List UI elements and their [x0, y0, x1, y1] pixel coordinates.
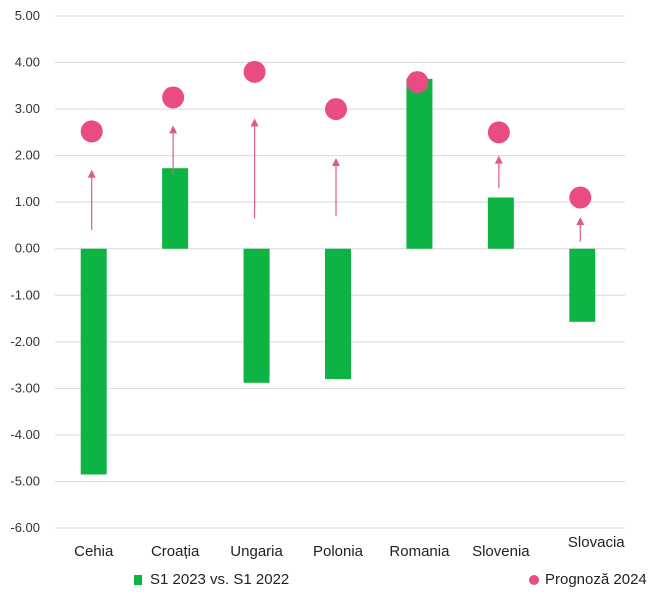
forecast-arrow [576, 217, 585, 242]
category-label: Slovacia [568, 534, 625, 551]
y-tick-label: 4.00 [15, 55, 40, 70]
y-tick-label: -4.00 [10, 427, 40, 442]
category-label: Polonia [313, 543, 364, 560]
arrow-head [576, 217, 585, 226]
bar [487, 197, 514, 249]
bar [406, 78, 433, 249]
y-tick-label: -1.00 [10, 287, 40, 302]
arrow-head [494, 155, 503, 164]
bar [80, 248, 107, 475]
bar-series [80, 78, 596, 475]
legend-dot-label: Prognoză 2024 [545, 571, 647, 588]
y-axis-ticks: 5.00 4.00 3.00 2.00 1.00 0.00 -1.00 -2.00 -3.00 -… [10, 8, 40, 535]
category-label: Ungaria [230, 543, 283, 560]
legend-item-bars: S1 2023 vs. S1 2022 [134, 571, 289, 588]
arrow-head [332, 157, 340, 166]
y-tick-label: -3.00 [10, 380, 40, 395]
category-label: Slovenia [472, 543, 530, 560]
forecast-point [162, 86, 185, 109]
forecast-arrow [494, 155, 503, 189]
arrow-head [169, 125, 178, 134]
forecast-arrow [332, 157, 340, 217]
arrow-head [250, 118, 259, 127]
forecast-arrow [87, 169, 96, 231]
forecast-point [243, 60, 266, 83]
forecast-point [80, 120, 103, 143]
x-axis-categories: Cehia Croația Ungaria Polonia Romania Sloveni… [74, 534, 625, 560]
forecast-point [569, 186, 592, 209]
y-tick-label: 2.00 [15, 148, 40, 163]
bar [569, 248, 596, 322]
category-label: Croația [151, 543, 200, 560]
legend-bar-label: S1 2023 vs. S1 2022 [150, 571, 290, 588]
y-tick-label: -6.00 [10, 520, 40, 535]
legend-item-forecast: Prognoză 2024 [529, 571, 647, 588]
forecast-arrow [250, 118, 259, 219]
forecast-arrow [169, 125, 178, 175]
y-tick-label: 5.00 [15, 8, 40, 23]
arrow-head [87, 169, 96, 178]
forecast-point [325, 98, 347, 121]
legend-dot-swatch [529, 574, 539, 585]
category-label: Romania [389, 543, 450, 560]
bar [162, 168, 189, 249]
y-tick-label: -5.00 [10, 473, 40, 488]
forecast-point [487, 121, 510, 144]
y-tick-label: 1.00 [15, 194, 40, 209]
y-tick-label: 3.00 [15, 101, 40, 116]
forecast-points [80, 60, 592, 209]
forecast-arrows [87, 118, 585, 242]
category-label: Cehia [74, 543, 114, 560]
y-tick-label: 0.00 [15, 241, 40, 256]
bar [243, 248, 270, 383]
forecast-point [406, 71, 429, 94]
legend-bar-swatch [134, 574, 142, 585]
bar [325, 248, 351, 380]
y-tick-label: -2.00 [10, 334, 40, 349]
